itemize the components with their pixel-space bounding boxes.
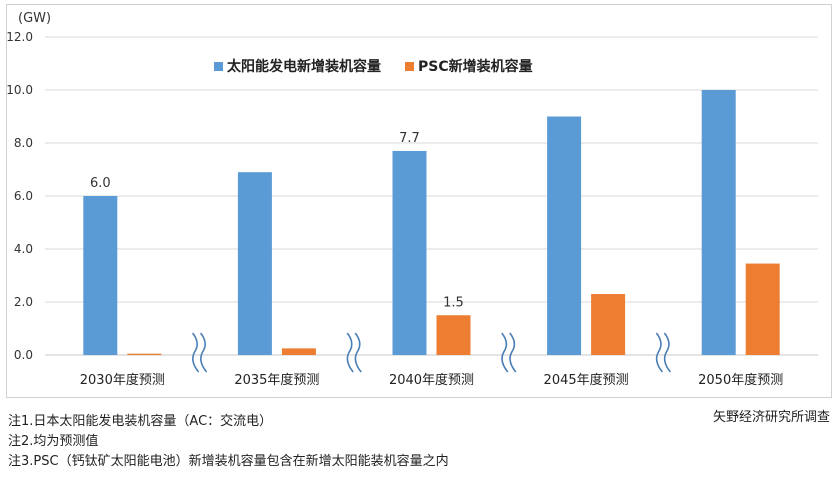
y-tick-label: 0.0: [14, 348, 33, 362]
axis-break-mark: [346, 332, 354, 373]
x-tick-label: 2035年度预测: [234, 372, 319, 388]
bar-chart: 0.0 2.0 4.0 6.0 8.0 10.0 12.0 (GW) 6.0 7.7 1.5 2030…: [6, 11, 818, 388]
legend-label: PSC新增装机容量: [418, 58, 533, 75]
bar-solar: [701, 90, 736, 355]
x-tick-label: 2040年度预测: [389, 372, 474, 388]
bar-psc: [436, 315, 471, 355]
axis-break-mark: [663, 332, 672, 373]
axis-break-mark: [501, 332, 509, 373]
bar-psc: [281, 348, 316, 355]
legend-swatch: [214, 62, 223, 71]
bar-solar: [547, 116, 582, 355]
data-label: 7.7: [399, 131, 420, 146]
axis-break-mark: [509, 332, 517, 373]
source-note: 矢野经济研究所调查: [712, 410, 830, 425]
chart-frame: [6, 4, 832, 398]
y-tick-label: 4.0: [14, 242, 33, 256]
y-tick-label: 6.0: [14, 189, 33, 203]
x-tick-label: 2050年度预测: [698, 372, 783, 388]
legend-label: 太阳能发电新增装机容量: [227, 58, 381, 75]
axis-break-mark: [199, 332, 208, 373]
y-tick-label: 10.0: [6, 83, 33, 97]
note-3: 注3.PSC（钙钛矿太阳能电池）新增装机容量包含在新增太阳能装机容量之内: [8, 454, 449, 469]
bar-solar: [83, 196, 118, 355]
x-tick-label: 2030年度预测: [80, 372, 165, 388]
y-unit-label: (GW): [18, 11, 51, 26]
y-tick-label: 2.0: [14, 295, 33, 309]
axis-break-mark: [354, 332, 362, 373]
bar-solar: [237, 172, 272, 355]
y-tick-label: 12.0: [6, 30, 33, 44]
axis-break-mark: [655, 332, 664, 373]
data-label: 6.0: [90, 176, 111, 191]
bar-solar: [392, 150, 427, 355]
note-1: 注1.日本太阳能发电装机容量（AC：交流电）: [8, 414, 273, 429]
note-2: 注2.均为预测值: [8, 434, 99, 449]
legend-swatch: [405, 62, 414, 71]
x-tick-label: 2045年度预测: [544, 372, 629, 388]
data-label: 1.5: [443, 295, 464, 310]
bar-psc: [745, 263, 780, 355]
axis-break-mark: [191, 332, 200, 373]
y-tick-label: 8.0: [14, 136, 33, 150]
bar-psc: [591, 294, 626, 355]
bar-psc: [127, 353, 162, 355]
